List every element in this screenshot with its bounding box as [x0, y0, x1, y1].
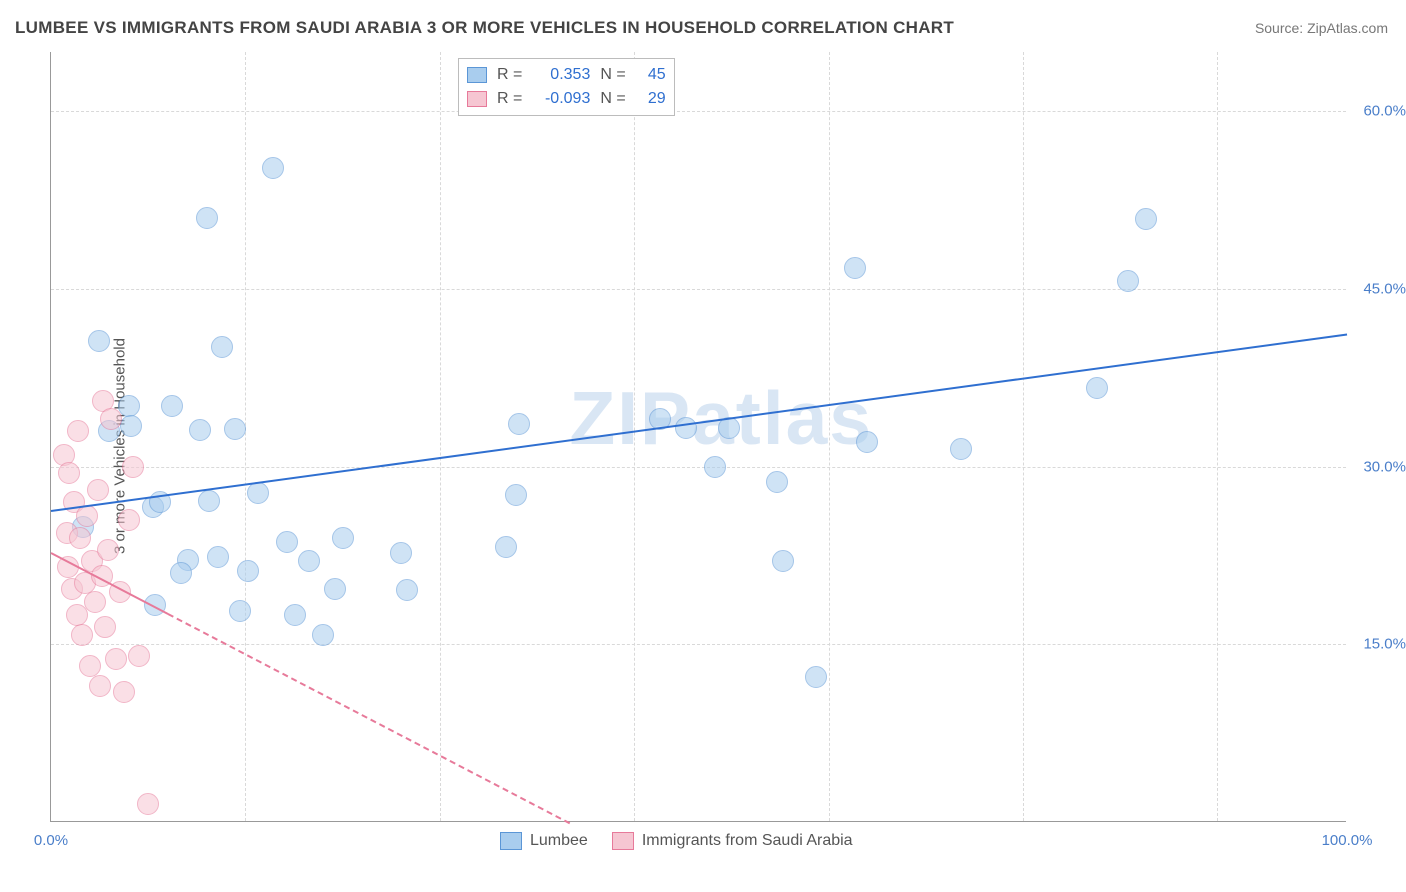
scatter-point [675, 417, 697, 439]
scatter-point [170, 562, 192, 584]
scatter-point [390, 542, 412, 564]
scatter-point [229, 600, 251, 622]
scatter-point [505, 484, 527, 506]
legend-swatch [500, 832, 522, 850]
y-tick-label: 45.0% [1351, 280, 1406, 297]
scatter-point [69, 527, 91, 549]
scatter-point [844, 257, 866, 279]
scatter-point [137, 793, 159, 815]
scatter-point [100, 408, 122, 430]
n-value: 45 [636, 63, 666, 87]
scatter-point [87, 479, 109, 501]
scatter-point [332, 527, 354, 549]
r-value: 0.353 [532, 63, 590, 87]
scatter-point [211, 336, 233, 358]
series-legend: Lumbee Immigrants from Saudi Arabia [500, 832, 853, 850]
y-tick-label: 60.0% [1351, 103, 1406, 120]
scatter-point [97, 539, 119, 561]
scatter-point [79, 655, 101, 677]
n-label: N = [600, 63, 625, 87]
legend-label: Lumbee [530, 832, 588, 850]
scatter-point [1086, 377, 1108, 399]
scatter-point [772, 550, 794, 572]
scatter-point [766, 471, 788, 493]
scatter-point [76, 505, 98, 527]
r-label: R = [497, 63, 522, 87]
plot-area: ZIPatlas 15.0%30.0%45.0%60.0%0.0%100.0% [50, 52, 1346, 822]
scatter-point [207, 546, 229, 568]
scatter-point [237, 560, 259, 582]
scatter-point [71, 624, 93, 646]
scatter-point [189, 419, 211, 441]
n-value: 29 [636, 87, 666, 111]
chart-title: LUMBEE VS IMMIGRANTS FROM SAUDI ARABIA 3… [15, 18, 954, 38]
chart-container: LUMBEE VS IMMIGRANTS FROM SAUDI ARABIA 3… [0, 0, 1406, 892]
x-tick-label: 100.0% [1322, 832, 1373, 849]
stats-row: R = -0.093 N = 29 [467, 87, 666, 111]
scatter-point [122, 456, 144, 478]
scatter-point [396, 579, 418, 601]
scatter-point [1135, 208, 1157, 230]
scatter-point [950, 438, 972, 460]
scatter-point [262, 157, 284, 179]
scatter-point [118, 395, 140, 417]
scatter-point [67, 420, 89, 442]
n-label: N = [600, 87, 625, 111]
scatter-point [89, 675, 111, 697]
gridline-v [1217, 52, 1218, 821]
legend-swatch [612, 832, 634, 850]
scatter-point [118, 509, 140, 531]
gridline-v [245, 52, 246, 821]
legend-label: Immigrants from Saudi Arabia [642, 832, 853, 850]
legend-swatch [467, 67, 487, 83]
scatter-point [105, 648, 127, 670]
scatter-point [1117, 270, 1139, 292]
legend-item: Lumbee [500, 832, 588, 850]
scatter-point [113, 681, 135, 703]
legend-swatch [467, 91, 487, 107]
scatter-point [312, 624, 334, 646]
scatter-point [224, 418, 246, 440]
scatter-point [805, 666, 827, 688]
y-tick-label: 15.0% [1351, 636, 1406, 653]
gridline-v [634, 52, 635, 821]
scatter-point [495, 536, 517, 558]
scatter-point [161, 395, 183, 417]
y-tick-label: 30.0% [1351, 458, 1406, 475]
legend-item: Immigrants from Saudi Arabia [612, 832, 853, 850]
source-label: Source: ZipAtlas.com [1255, 20, 1388, 36]
r-label: R = [497, 87, 522, 111]
scatter-point [276, 531, 298, 553]
scatter-point [196, 207, 218, 229]
scatter-point [198, 490, 220, 512]
scatter-point [284, 604, 306, 626]
scatter-point [120, 415, 142, 437]
scatter-point [94, 616, 116, 638]
scatter-point [324, 578, 346, 600]
scatter-point [84, 591, 106, 613]
scatter-point [88, 330, 110, 352]
stats-row: R = 0.353 N = 45 [467, 63, 666, 87]
scatter-point [704, 456, 726, 478]
scatter-point [247, 482, 269, 504]
scatter-point [856, 431, 878, 453]
gridline-v [829, 52, 830, 821]
gridline-v [1023, 52, 1024, 821]
gridline-v [440, 52, 441, 821]
stats-legend-box: R = 0.353 N = 45 R = -0.093 N = 29 [458, 58, 675, 116]
r-value: -0.093 [532, 87, 590, 111]
scatter-point [128, 645, 150, 667]
scatter-point [508, 413, 530, 435]
scatter-point [58, 462, 80, 484]
scatter-point [298, 550, 320, 572]
x-tick-label: 0.0% [34, 832, 68, 849]
